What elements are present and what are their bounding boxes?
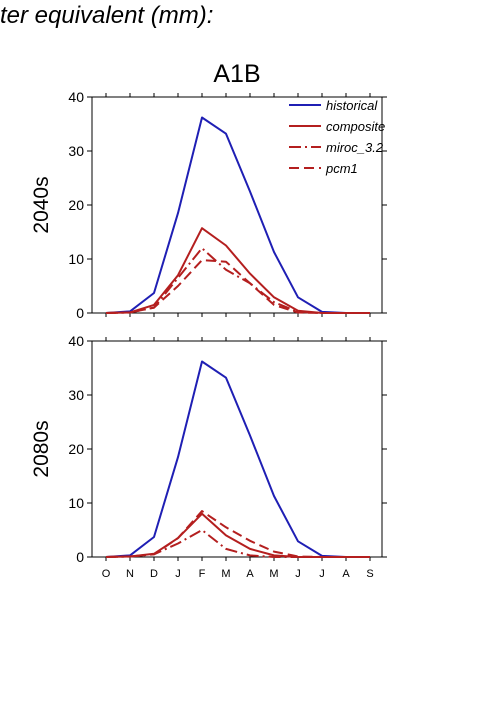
chart-title: A1B (213, 60, 260, 88)
x-tick-label: F (199, 568, 206, 580)
series-line-historical (105, 360, 370, 558)
x-tick-label: N (126, 568, 134, 580)
y-tick-label: 30 (68, 143, 84, 159)
series-line-pcm1 (105, 259, 370, 314)
legend-label: pcm1 (325, 161, 358, 176)
x-tick-label: O (102, 568, 111, 580)
y-tick-label: 10 (68, 251, 84, 267)
x-tick-label: J (295, 568, 301, 580)
page-heading: ter equivalent (mm): (0, 2, 214, 29)
series-line-pcm1 (105, 510, 370, 558)
y-tick-label: 40 (68, 89, 84, 105)
legend-label: composite (326, 119, 385, 134)
x-tick-label: J (175, 568, 181, 580)
y-tick-label: 0 (76, 305, 84, 321)
x-tick-label: J (319, 568, 325, 580)
legend-label: historical (326, 98, 378, 113)
y-tick-label: 20 (68, 441, 84, 457)
plot-frame-2 (91, 340, 383, 558)
y-tick-label: 30 (68, 387, 84, 403)
series-line-miroc-3-2 (105, 529, 370, 558)
y-tick-label: 10 (68, 495, 84, 511)
y-tick-label: 20 (68, 197, 84, 213)
x-tick-label: A (342, 568, 350, 580)
y-axis-label: 2040s (30, 176, 53, 233)
x-tick-label: D (150, 568, 158, 580)
x-tick-label: S (366, 568, 373, 580)
y-axis-label: 2080s (30, 420, 53, 477)
series-line-composite (105, 512, 370, 558)
x-tick-label: M (269, 568, 278, 580)
x-tick-label: A (246, 568, 254, 580)
legend-label: miroc_3.2 (326, 140, 384, 155)
y-tick-label: 0 (76, 549, 84, 565)
series-line-miroc-3-2 (105, 247, 370, 314)
x-tick-label: M (221, 568, 230, 580)
y-tick-label: 40 (68, 333, 84, 349)
